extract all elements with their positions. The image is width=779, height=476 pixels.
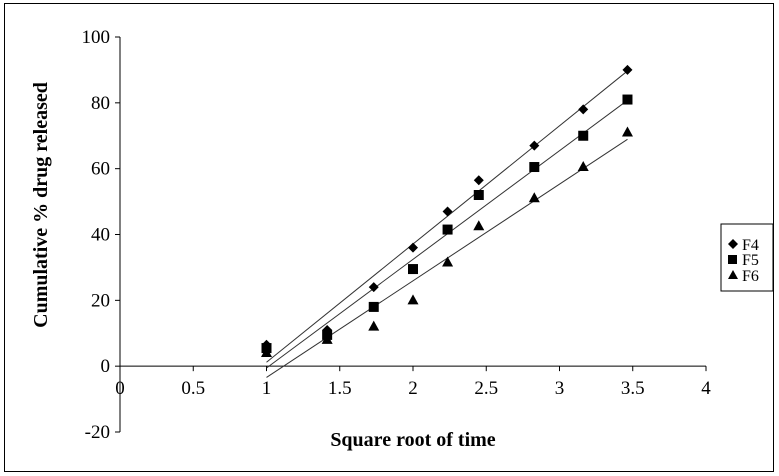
point-f6 xyxy=(473,220,485,231)
point-f5 xyxy=(622,94,633,105)
point-f6 xyxy=(407,294,419,305)
diamond-icon xyxy=(728,239,738,249)
x-tick-label: 2 xyxy=(408,378,418,399)
point-f4 xyxy=(442,206,453,217)
axes: -20 0 20 40 60 80 100 0 0.5 1 1.5 2 2.5 3 3.5 4 xyxy=(82,27,712,443)
point-f4 xyxy=(408,242,418,253)
point-f4 xyxy=(622,64,633,75)
point-f6 xyxy=(321,333,333,344)
y-axis-title: Cumulative % drug released xyxy=(30,82,52,328)
y-tick-label: 60 xyxy=(91,159,110,180)
point-f6 xyxy=(261,347,272,357)
triangle-icon xyxy=(728,270,738,279)
y-tick-label: -20 xyxy=(85,422,110,443)
y-tick-label: 0 xyxy=(101,356,111,377)
trendlines xyxy=(266,70,628,378)
point-f5 xyxy=(529,162,540,173)
point-f5 xyxy=(473,190,484,200)
point-f6 xyxy=(442,256,454,267)
point-f5 xyxy=(578,130,589,141)
legend-item-f4: F4 xyxy=(728,237,759,254)
legend-item-f5: F5 xyxy=(728,252,759,269)
axis-labels: Square root of time Cumulative % drug re… xyxy=(30,82,496,451)
point-f6 xyxy=(621,126,633,137)
point-f5 xyxy=(368,301,379,312)
point-f6 xyxy=(528,192,540,203)
y-tick-label: 100 xyxy=(82,27,111,48)
point-f4 xyxy=(368,282,379,293)
x-tick-label: 3.5 xyxy=(621,378,645,399)
x-tick-label: 1.5 xyxy=(328,378,352,399)
trendline-f4 xyxy=(266,70,628,363)
x-tick-label: 0 xyxy=(115,378,125,399)
point-f5 xyxy=(442,224,453,235)
x-tick-label: 2.5 xyxy=(474,378,498,399)
legend: F4 F5 F6 xyxy=(720,223,774,292)
chart-frame xyxy=(4,3,774,472)
square-icon xyxy=(728,255,737,264)
y-tick-label: 40 xyxy=(91,225,110,246)
legend-label-f6: F6 xyxy=(742,268,759,285)
x-tick-label: 0.5 xyxy=(181,378,205,399)
point-f4 xyxy=(529,140,540,151)
data-points xyxy=(261,64,633,357)
point-f6 xyxy=(368,320,380,331)
legend-label-f4: F4 xyxy=(742,237,759,254)
y-tick-label: 80 xyxy=(91,93,110,114)
point-f4 xyxy=(578,104,589,115)
x-tick-label: 3 xyxy=(555,378,565,399)
x-tick-label: 1 xyxy=(262,378,272,399)
legend-item-f6: F6 xyxy=(728,268,759,285)
x-axis-title: Square root of time xyxy=(330,429,495,451)
point-f6 xyxy=(577,161,589,172)
point-f4 xyxy=(473,175,484,186)
y-tick-label: 20 xyxy=(91,290,110,311)
point-f5 xyxy=(408,264,418,275)
x-tick-label: 4 xyxy=(701,378,711,399)
legend-label-f5: F5 xyxy=(742,252,759,269)
